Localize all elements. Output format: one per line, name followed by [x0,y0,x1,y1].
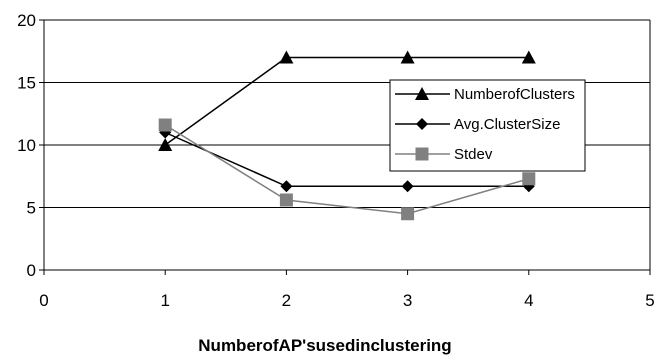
x-tick-label-1: 1 [160,291,169,310]
x-axis-ticks: 0 1 2 3 4 5 [39,270,655,310]
series-2 [158,118,536,221]
legend-entry-2: Stdev [395,146,493,163]
legend: NumberofClusters Avg.ClusterSize Stdev [389,79,586,172]
legend-label-0: NumberofClusters [454,86,575,103]
x-tick-label-4: 4 [524,291,533,310]
y-tick-label-10: 10 [17,136,36,155]
x-tick-label-2: 2 [282,291,291,310]
legend-label-2: Stdev [454,146,493,163]
series-0-point-2 [400,50,415,64]
series-2-point-3 [522,172,536,186]
y-tick-label-0: 0 [27,261,36,280]
series-1-point-2 [401,180,414,193]
series-0 [158,50,536,151]
x-tick-label-0: 0 [39,291,48,310]
legend-marker-2 [415,147,429,161]
x-axis-title: NumberofAP'susedinclustering [198,336,451,355]
series-0-point-3 [521,50,536,64]
series-group [158,50,536,221]
series-2-point-2 [401,207,415,221]
legend-entry-0: NumberofClusters [395,86,575,103]
series-line-1 [164,131,529,187]
series-0-point-1 [279,50,294,64]
x-tick-label-3: 3 [403,291,412,310]
legend-marker-1 [416,118,428,130]
legend-marker-0 [415,87,429,100]
y-tick-label-20: 20 [17,11,36,30]
legend-label-1: Avg.ClusterSize [454,116,560,133]
series-line-2 [164,124,530,215]
y-tick-label-5: 5 [27,199,36,218]
series-2-point-0 [158,118,172,132]
series-0-point-0 [158,138,173,151]
series-2-point-1 [279,193,293,207]
legend-entry-1: Avg.ClusterSize [395,116,560,133]
x-tick-label-5: 5 [645,291,654,310]
series-line-0 [164,56,529,146]
series-1-point-1 [280,180,293,193]
y-axis-ticks: 0 5 10 15 20 [17,11,44,280]
y-tick-label-15: 15 [17,74,36,93]
